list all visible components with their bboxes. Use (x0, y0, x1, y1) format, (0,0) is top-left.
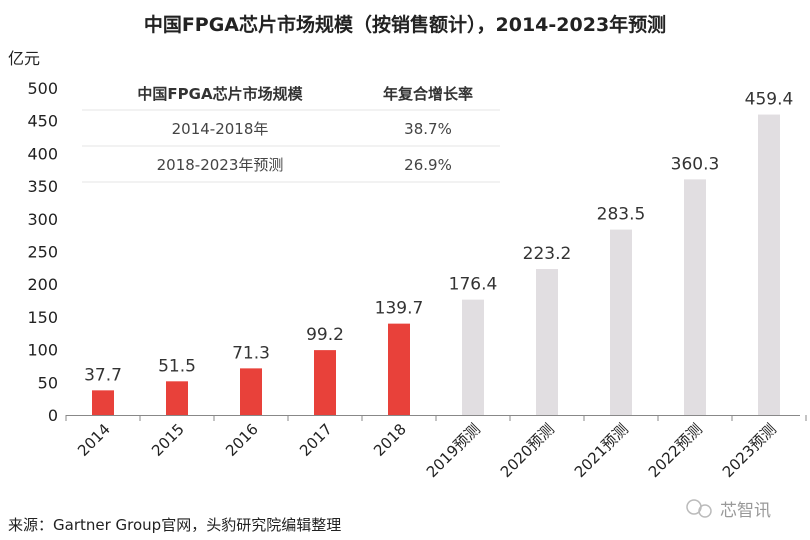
data-label: 37.7 (84, 365, 122, 385)
x-tick-label: 2018 (370, 420, 410, 460)
data-label: 283.5 (597, 205, 646, 225)
source-note: 来源：Gartner Group官网，头豹研究院编辑整理 (8, 516, 341, 534)
y-tick-label: 200 (27, 275, 58, 294)
data-label: 223.2 (523, 244, 572, 264)
y-tick-label: 0 (48, 406, 58, 425)
table-header-market: 中国FPGA芯片市场规模 (137, 85, 303, 103)
bar (610, 229, 632, 415)
x-tick-label: 2016 (222, 420, 262, 460)
bar (166, 381, 188, 415)
x-tick-label: 2019预测 (423, 420, 484, 481)
watermark-text: 芯智讯 (720, 501, 771, 521)
y-tick-label: 50 (38, 373, 58, 392)
watermark-logo: 芯智讯 (686, 499, 771, 521)
data-label: 176.4 (449, 275, 498, 295)
bar (536, 269, 558, 415)
y-tick-label: 350 (27, 177, 58, 196)
inset-table: 中国FPGA芯片市场规模 年复合增长率 2014-2018年 38.7% 201… (82, 85, 500, 183)
x-tick-label: 2022预测 (645, 420, 706, 481)
bar (240, 368, 262, 415)
data-label: 99.2 (306, 325, 344, 345)
x-tick-label: 2020预测 (497, 420, 558, 481)
data-label: 71.3 (232, 343, 270, 363)
y-axis-label: 亿元 (8, 49, 40, 68)
bar (462, 299, 484, 415)
x-tick-label: 2015 (148, 420, 188, 460)
bar (314, 350, 336, 415)
x-tick-label: 2014 (74, 420, 114, 460)
y-tick-label: 150 (27, 308, 58, 327)
y-tick-label: 400 (27, 144, 58, 163)
bar (684, 179, 706, 415)
table-cell: 2014-2018年 (172, 120, 269, 138)
bar (92, 390, 114, 415)
bar (758, 114, 780, 415)
bar (388, 323, 410, 415)
data-label: 360.3 (671, 154, 720, 174)
x-tick-label: 2021预测 (571, 420, 632, 481)
chart-title: 中国FPGA芯片市场规模（按销售额计），2014-2023年预测 (144, 13, 666, 36)
table-cell: 38.7% (404, 120, 452, 138)
y-tick-label: 100 (27, 341, 58, 360)
y-tick-label: 500 (27, 79, 58, 98)
x-tick-label: 2017 (296, 420, 336, 460)
table-cell: 26.9% (404, 156, 452, 174)
data-label: 459.4 (745, 90, 794, 110)
y-tick-label: 300 (27, 210, 58, 229)
data-label: 51.5 (158, 356, 196, 376)
data-label: 139.7 (375, 299, 424, 319)
y-tick-label: 450 (27, 112, 58, 131)
y-tick-label: 250 (27, 243, 58, 262)
table-header-cagr: 年复合增长率 (383, 85, 473, 103)
table-cell: 2018-2023年预测 (157, 156, 284, 174)
x-tick-label: 2023预测 (719, 420, 780, 481)
